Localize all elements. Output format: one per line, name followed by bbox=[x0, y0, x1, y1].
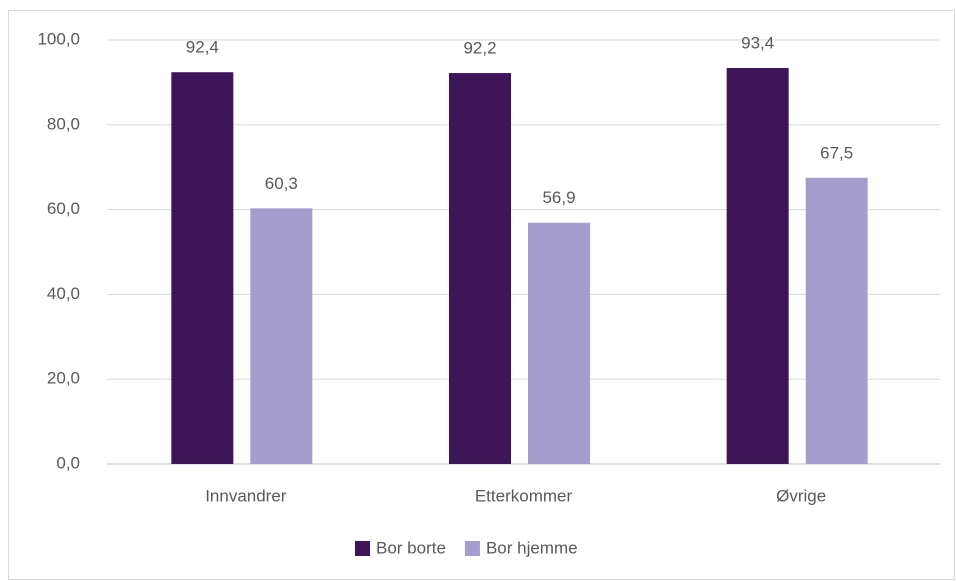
legend-label: Bor hjemme bbox=[486, 538, 578, 557]
bar bbox=[250, 208, 313, 464]
y-tick-label: 80,0 bbox=[47, 114, 80, 133]
data-label: 92,4 bbox=[186, 38, 219, 57]
data-label: 60,3 bbox=[265, 174, 298, 193]
y-tick-label: 20,0 bbox=[47, 369, 80, 388]
bar bbox=[449, 73, 511, 465]
chart-frame bbox=[8, 10, 955, 580]
legend-swatch bbox=[464, 541, 480, 556]
bar bbox=[528, 222, 590, 464]
y-tick-label: 40,0 bbox=[47, 284, 80, 303]
x-tick-label: Øvrige bbox=[776, 486, 826, 505]
bar bbox=[726, 67, 789, 464]
bar bbox=[171, 72, 234, 464]
legend-swatch bbox=[355, 541, 370, 556]
data-label: 56,9 bbox=[542, 188, 575, 207]
x-tick-label: Etterkommer bbox=[475, 486, 573, 505]
y-tick-label: 0,0 bbox=[56, 453, 80, 472]
data-label: 93,4 bbox=[741, 33, 774, 52]
y-tick-label: 100,0 bbox=[37, 29, 80, 48]
bar bbox=[805, 177, 868, 465]
legend-label: Bor borte bbox=[376, 538, 446, 557]
x-tick-label: Innvandrer bbox=[205, 486, 287, 505]
y-tick-label: 60,0 bbox=[47, 199, 80, 218]
data-label: 92,2 bbox=[463, 39, 496, 58]
data-label: 67,5 bbox=[820, 143, 853, 162]
